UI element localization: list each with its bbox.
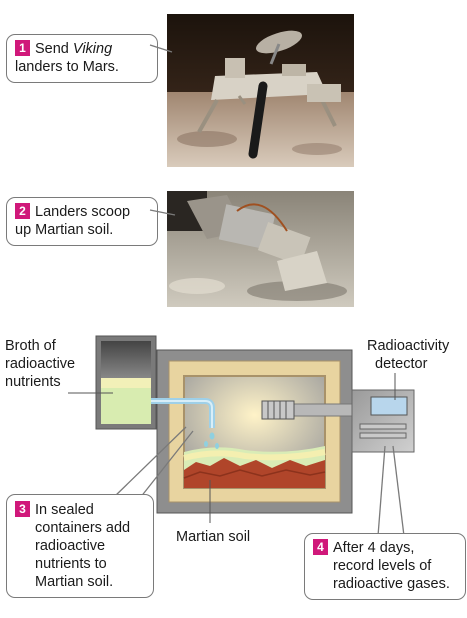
detector-label: Radioactivity detector bbox=[367, 337, 449, 373]
step-4-callout: 4 After 4 days, record levels of radioact… bbox=[304, 533, 466, 600]
step-3-line-2: containers add bbox=[35, 520, 131, 536]
step-4-number: 4 bbox=[313, 539, 328, 555]
detector-label-line-2: detector bbox=[375, 356, 428, 372]
step-1-callout: 1 Send Viking landers to Mars. bbox=[6, 34, 158, 83]
step-1-number: 1 bbox=[15, 40, 30, 56]
step-2-text-b: up Martian soil. bbox=[15, 222, 114, 238]
step-2-callout: 2 Landers scoop up Martian soil. bbox=[6, 197, 158, 246]
step-3-callout: 3 In sealed containers add radioactive nu… bbox=[6, 494, 154, 598]
step-1-text-em: Viking bbox=[72, 41, 113, 57]
step-2-text-a: Landers scoop bbox=[35, 204, 131, 220]
step-2-number: 2 bbox=[15, 203, 30, 219]
step-1-text-b: landers to Mars. bbox=[15, 59, 119, 75]
step-3-number: 3 bbox=[15, 501, 30, 517]
soil-scoop-photo bbox=[167, 191, 354, 307]
detector-label-line-1: Radioactivity bbox=[367, 338, 450, 354]
broth-label-line-1: Broth of bbox=[5, 338, 56, 354]
broth-label-line-2: radioactive bbox=[5, 356, 76, 372]
step-3-line-3: radioactive bbox=[35, 538, 106, 554]
step-3-line-4: nutrients to bbox=[35, 556, 107, 572]
step-1-text-a: Send bbox=[35, 41, 73, 57]
step-4-line-2: record levels of bbox=[333, 558, 432, 574]
step-3-line-5: Martian soil. bbox=[35, 574, 114, 590]
broth-label: Broth of radioactive nutrients bbox=[5, 337, 75, 391]
soil-label: Martian soil bbox=[176, 529, 251, 545]
step-3-line-1: In sealed bbox=[35, 502, 94, 518]
broth-label-line-3: nutrients bbox=[5, 374, 61, 390]
step-4-line-3: radioactive gases. bbox=[333, 576, 450, 592]
viking-lander-photo bbox=[167, 14, 354, 167]
step-4-line-1: After 4 days, bbox=[333, 540, 415, 556]
